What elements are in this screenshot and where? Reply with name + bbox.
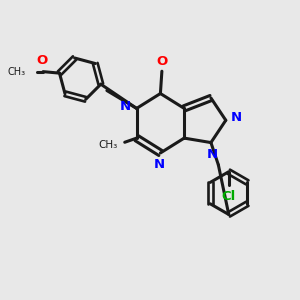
Text: N: N bbox=[153, 158, 164, 171]
Text: Cl: Cl bbox=[222, 190, 236, 203]
Text: CH₃: CH₃ bbox=[98, 140, 117, 150]
Text: N: N bbox=[120, 100, 131, 112]
Text: O: O bbox=[36, 54, 47, 67]
Text: O: O bbox=[157, 55, 168, 68]
Text: N: N bbox=[231, 111, 242, 124]
Text: CH₃: CH₃ bbox=[7, 67, 25, 76]
Text: N: N bbox=[207, 148, 218, 161]
